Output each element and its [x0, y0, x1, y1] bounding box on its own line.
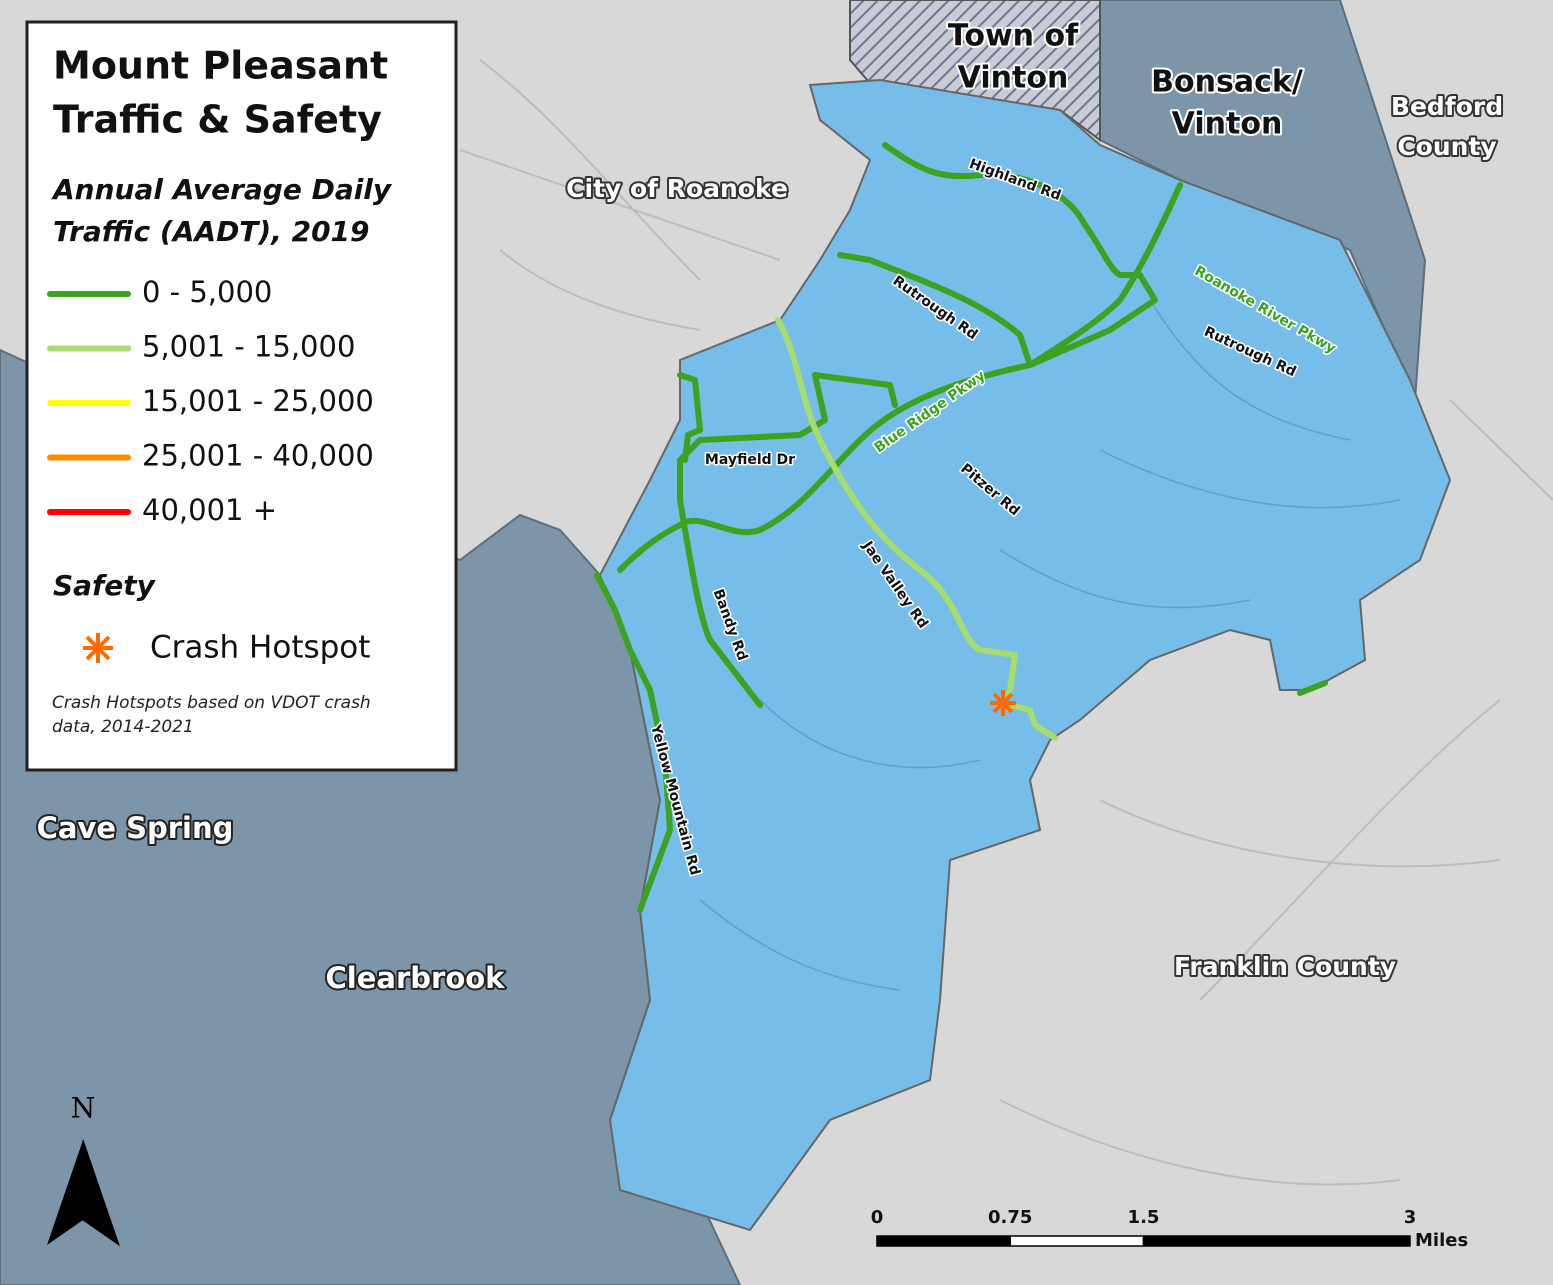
legend-label: 15,001 - 25,000: [142, 384, 374, 418]
place-label: Vinton: [958, 61, 1069, 96]
place-label: Cave Spring: [37, 811, 234, 845]
north-label: N: [71, 1092, 96, 1125]
study-area-streets: [699, 299, 1401, 991]
north-arrow: [47, 1140, 83, 1245]
legend-note: data, 2014-2021: [52, 717, 194, 737]
scale-tick-label: 3: [1404, 1207, 1417, 1228]
place-label: County: [1397, 132, 1496, 161]
place-label: Bonsack/: [1151, 65, 1303, 100]
legend-label: 5,001 - 15,000: [142, 330, 355, 364]
place-label: City of Roanoke: [566, 174, 788, 203]
legend-heading: Annual Average Daily: [51, 173, 393, 206]
scale-segment: [1009, 1235, 1145, 1247]
roads: [594, 142, 1328, 913]
legend-heading: Traffic (AADT), 2019: [53, 215, 370, 248]
minor-roads: [459, 59, 1553, 1186]
place-label: Clearbrook: [326, 961, 506, 995]
road: [594, 142, 1328, 913]
scale-segment: [876, 1235, 1011, 1247]
place-label: Vinton: [1172, 107, 1283, 142]
scale-tick-label: 0: [871, 1207, 884, 1228]
legend-title: Traffic & Safety: [53, 98, 382, 142]
road-label: Mayfield Dr: [705, 452, 795, 468]
legend: Mount Pleasant Traffic & Safety Annual Ave…: [47, 44, 393, 737]
scale-tick-label: 1.5: [1128, 1207, 1160, 1228]
scale-tick-label: 0.75: [988, 1207, 1032, 1228]
place-label: Franklin County: [1174, 952, 1396, 981]
legend-label: 25,001 - 40,000: [142, 439, 374, 473]
scale-unit: Miles: [1415, 1230, 1468, 1251]
study-area: [598, 78, 1452, 1232]
scale-segment: [1142, 1235, 1411, 1247]
legend-heading: Safety: [53, 569, 157, 602]
legend-hotspot-icon: [83, 633, 113, 663]
crash-hotspot: [990, 690, 1016, 716]
legend-label: Crash Hotspot: [150, 630, 370, 666]
place-label: Town of: [948, 19, 1079, 54]
legend-label: 40,001 +: [142, 493, 277, 527]
legend-title: Mount Pleasant: [53, 44, 388, 88]
place-label: Bedford: [1391, 92, 1503, 121]
north-arrow: [82, 1139, 120, 1247]
road: [775, 317, 1058, 741]
legend-label: 0 - 5,000: [142, 275, 272, 309]
legend-note: Crash Hotspots based on VDOT crash: [52, 693, 371, 713]
